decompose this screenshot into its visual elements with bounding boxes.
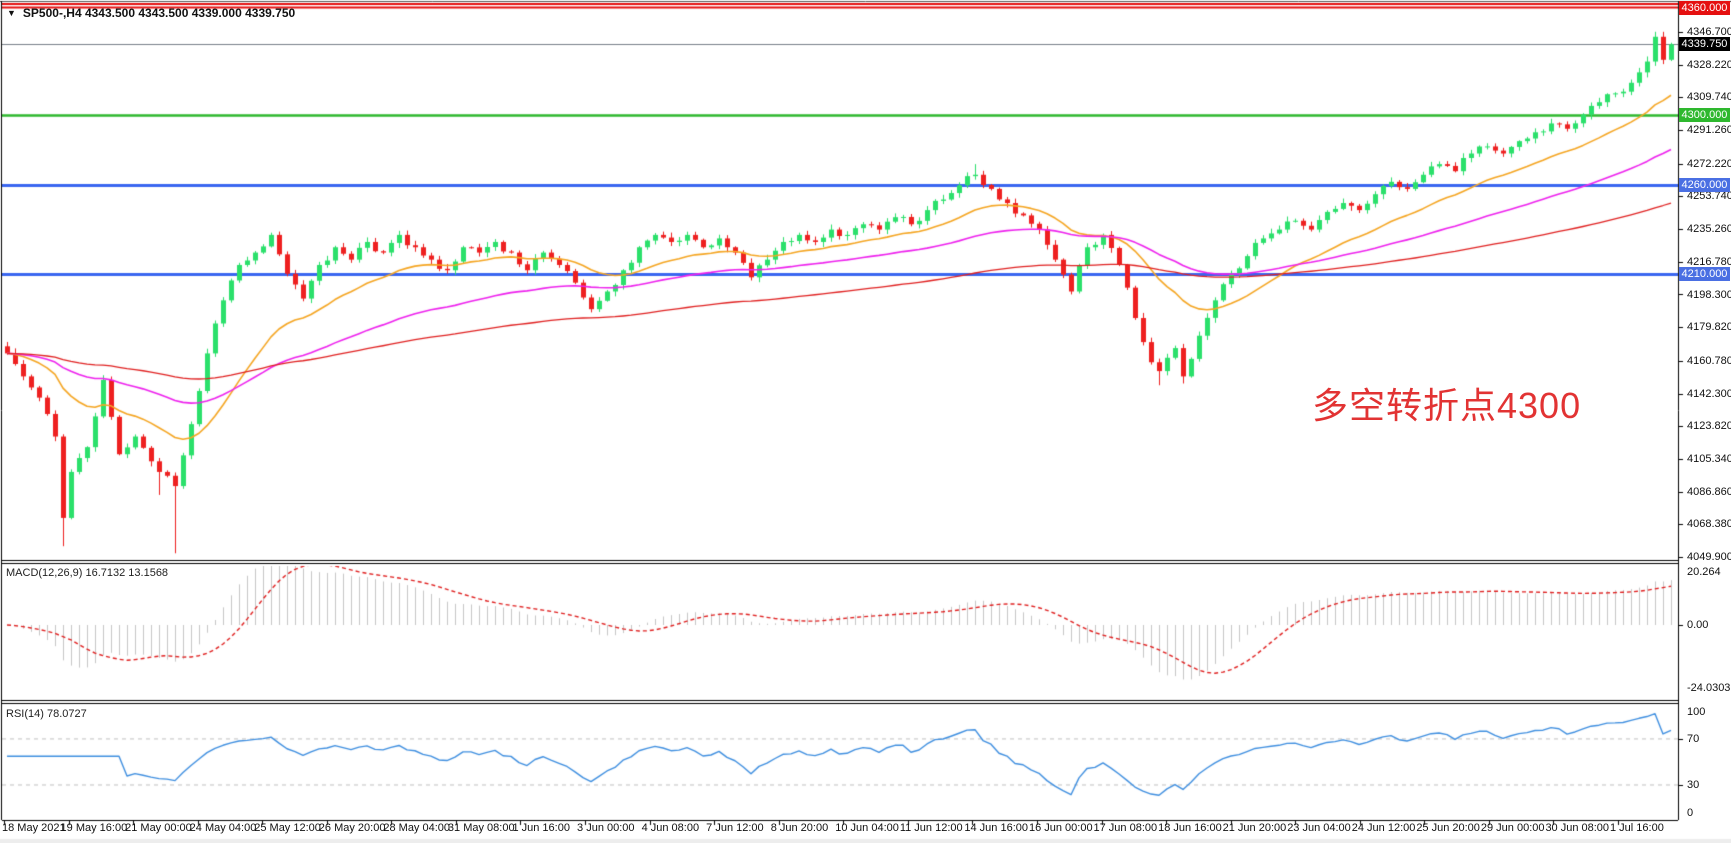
macd-axis-label: 20.264 bbox=[1687, 566, 1721, 578]
price-axis-label: 4328.220 bbox=[1687, 58, 1731, 71]
price-axis-label: 4160.780 bbox=[1687, 354, 1731, 367]
time-axis-label: 23 Jun 04:00 bbox=[1287, 822, 1351, 834]
time-axis-label: 16 Jun 00:00 bbox=[1028, 822, 1093, 834]
time-axis-label: 11 Jun 12:00 bbox=[899, 822, 963, 834]
price-axis-label: 4309.740 bbox=[1687, 91, 1731, 104]
price-level-badge: 4260.000 bbox=[1679, 178, 1730, 193]
price-axis-label: 4198.300 bbox=[1687, 288, 1731, 301]
time-axis-label: 21 May 00:00 bbox=[125, 822, 192, 834]
time-axis-label: 25 Jun 20:00 bbox=[1416, 822, 1480, 834]
time-axis-label: 24 Jun 12:00 bbox=[1351, 822, 1416, 834]
rsi-axis-label: 30 bbox=[1687, 778, 1700, 791]
time-axis-label: 30 Jun 08:00 bbox=[1545, 822, 1610, 834]
dropdown-arrow-icon[interactable]: ▼ bbox=[7, 8, 16, 18]
price-axis-label: 4142.300 bbox=[1687, 387, 1731, 400]
time-axis-label: 10 Jun 04:00 bbox=[835, 822, 899, 834]
current-price-badge: 4339.750 bbox=[1679, 37, 1730, 52]
time-axis-label: 24 May 04:00 bbox=[189, 822, 257, 834]
time-axis-label: 19 May 16:00 bbox=[60, 822, 128, 834]
time-axis-label: 3 Jun 00:00 bbox=[577, 822, 635, 834]
rsi-indicator-label: RSI(14) 78.0727 bbox=[6, 708, 87, 720]
price-level-badge: 4210.000 bbox=[1679, 266, 1730, 281]
price-level-badge: 4300.000 bbox=[1679, 107, 1730, 122]
price-level-badge: 4360.000 bbox=[1679, 1, 1730, 15]
rsi-axis-label: 100 bbox=[1687, 706, 1706, 718]
time-axis-label: 29 Jun 00:00 bbox=[1480, 822, 1545, 834]
macd-indicator-label: MACD(12,26,9) 16.7132 13.1568 bbox=[6, 567, 169, 579]
price-axis-label: 4123.820 bbox=[1687, 420, 1731, 433]
time-axis-label: 31 May 08:00 bbox=[447, 822, 515, 834]
time-axis-label: 4 Jun 08:00 bbox=[641, 822, 700, 834]
price-axis-label: 4086.860 bbox=[1687, 485, 1731, 498]
time-axis-label: 25 May 12:00 bbox=[254, 822, 321, 834]
price-axis-label: 4068.380 bbox=[1687, 518, 1731, 531]
rsi-axis-label: 0 bbox=[1687, 807, 1694, 819]
time-axis-label: 26 May 20:00 bbox=[318, 822, 386, 834]
time-axis-label: 28 May 04:00 bbox=[383, 822, 451, 834]
price-axis-label: 4179.820 bbox=[1687, 321, 1731, 334]
macd-axis-label: -24.0303 bbox=[1687, 681, 1731, 694]
price-axis-label: 4049.900 bbox=[1687, 551, 1731, 563]
macd-axis-label: 0.00 bbox=[1687, 619, 1709, 631]
price-axis-label: 4216.780 bbox=[1687, 255, 1731, 268]
time-axis-label: 1 Jul 16:00 bbox=[1610, 822, 1664, 834]
time-axis-label: 18 May 2021 bbox=[2, 822, 66, 834]
time-axis-label: 7 Jun 12:00 bbox=[706, 822, 764, 834]
time-axis-label: 1 Jun 16:00 bbox=[512, 822, 570, 834]
price-axis-label: 4346.700 bbox=[1687, 26, 1731, 38]
price-axis-label: 4291.260 bbox=[1687, 124, 1731, 137]
price-axis-label: 4105.340 bbox=[1687, 452, 1731, 465]
time-axis-label: 14 Jun 16:00 bbox=[964, 822, 1029, 834]
time-axis-label: 18 Jun 16:00 bbox=[1158, 822, 1222, 834]
time-axis-label: 21 Jun 20:00 bbox=[1222, 822, 1287, 834]
symbol-ohlc-text: SP500-,H4 4343.500 4343.500 4339.000 433… bbox=[22, 6, 296, 20]
rsi-axis-label: 70 bbox=[1687, 732, 1700, 745]
time-axis-label: 17 Jun 08:00 bbox=[1093, 822, 1158, 834]
price-axis-label: 4253.740 bbox=[1687, 190, 1731, 203]
annotation-text: 多空转折点4300 bbox=[1312, 385, 1582, 426]
time-axis-label: 8 Jun 20:00 bbox=[770, 822, 829, 834]
price-axis-label: 4272.220 bbox=[1687, 157, 1731, 170]
price-axis-label: 4235.260 bbox=[1687, 223, 1731, 236]
chart-title: ▼ SP500-,H4 4343.500 4343.500 4339.000 43… bbox=[7, 6, 295, 20]
